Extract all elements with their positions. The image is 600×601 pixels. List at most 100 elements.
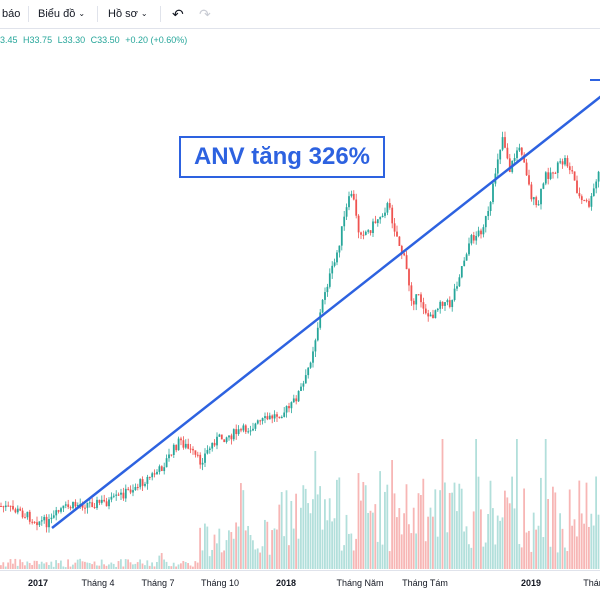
candle-body bbox=[470, 235, 473, 244]
candle-body bbox=[247, 431, 250, 433]
volume-bar bbox=[494, 544, 497, 569]
candle-body bbox=[403, 253, 406, 256]
candle-body bbox=[516, 150, 518, 159]
candle-body bbox=[134, 486, 137, 491]
volume-bar bbox=[84, 561, 86, 569]
volume-bar bbox=[196, 562, 199, 569]
candle-body bbox=[319, 312, 322, 328]
trendline[interactable] bbox=[51, 94, 600, 529]
candle-body bbox=[345, 207, 348, 217]
volume-bar bbox=[280, 491, 283, 569]
volume-bar bbox=[132, 564, 134, 569]
candle-body bbox=[4, 505, 7, 508]
volume-bar bbox=[129, 562, 132, 569]
volume-bar bbox=[211, 549, 213, 569]
volume-bar bbox=[60, 560, 62, 569]
candle-body bbox=[220, 434, 223, 440]
undo-icon[interactable]: ↶ bbox=[172, 6, 184, 22]
candle-body bbox=[194, 450, 197, 455]
candle-body bbox=[232, 429, 235, 440]
candle-body bbox=[578, 193, 581, 197]
volume-bar bbox=[112, 563, 115, 569]
candle-body bbox=[160, 466, 163, 472]
candle-body bbox=[192, 448, 194, 451]
candle-body bbox=[364, 231, 367, 235]
open-value: 3.45 bbox=[0, 35, 18, 45]
volume-bar bbox=[453, 482, 456, 569]
volume-bar bbox=[177, 564, 180, 569]
candle-body bbox=[501, 137, 504, 150]
candle-body bbox=[163, 467, 166, 472]
candle-body bbox=[285, 406, 288, 413]
candle-body bbox=[566, 158, 569, 167]
volume-bar bbox=[64, 567, 67, 569]
candle-body bbox=[331, 265, 334, 274]
volume-bar bbox=[285, 490, 288, 569]
candle-body bbox=[559, 161, 562, 163]
candle-body bbox=[542, 183, 545, 189]
volume-bar bbox=[324, 499, 326, 569]
volume-bar bbox=[460, 488, 463, 569]
candle-body bbox=[357, 215, 360, 233]
candle-body bbox=[216, 436, 218, 446]
annotation-callout[interactable]: ANV tăng 326% bbox=[179, 136, 385, 178]
candle-body bbox=[141, 479, 144, 486]
volume-bar bbox=[261, 546, 264, 569]
candle-body bbox=[463, 260, 466, 267]
price-chart[interactable] bbox=[0, 52, 600, 570]
volume-bar bbox=[276, 529, 278, 569]
candle-body bbox=[76, 504, 79, 507]
volume-bar bbox=[127, 559, 129, 569]
candle-body bbox=[9, 505, 12, 507]
candle-body bbox=[386, 203, 389, 213]
profile-menu-button[interactable]: Hồ sơ ⌄ bbox=[108, 0, 148, 28]
volume-bar bbox=[312, 499, 314, 569]
x-tick-label: Tháng bbox=[583, 578, 600, 588]
volume-bar bbox=[7, 562, 9, 569]
volume-bar bbox=[204, 523, 206, 569]
redo-icon[interactable]: ↷ bbox=[199, 6, 211, 22]
volume-bar bbox=[110, 562, 113, 569]
candle-body bbox=[103, 499, 106, 502]
volume-bar bbox=[556, 552, 559, 569]
candle-body bbox=[530, 184, 533, 200]
candle-body bbox=[381, 215, 384, 218]
volume-bar bbox=[415, 533, 417, 569]
candle-body bbox=[432, 314, 434, 319]
volume-bar bbox=[542, 537, 545, 569]
x-tick-label: 2017 bbox=[27, 578, 49, 588]
candle-body bbox=[374, 221, 377, 224]
volume-bar bbox=[57, 563, 60, 569]
candle-body bbox=[240, 429, 242, 431]
candle-body bbox=[434, 310, 437, 319]
toolbar-divider bbox=[160, 6, 161, 22]
time-axis[interactable]: 2017 Tháng 4 Tháng 7 Tháng 10 2018 Tháng… bbox=[0, 570, 600, 601]
volume-bar bbox=[530, 551, 533, 569]
candle-body bbox=[391, 207, 394, 224]
candle-body bbox=[595, 181, 598, 189]
volume-bar bbox=[360, 500, 362, 569]
volume-bar bbox=[300, 507, 302, 569]
candle-body bbox=[355, 199, 358, 216]
volume-bar bbox=[364, 485, 367, 569]
volume-bar bbox=[26, 561, 29, 569]
x-tick-label: Tháng 7 bbox=[141, 578, 175, 588]
candle-body bbox=[482, 227, 485, 235]
candle-body bbox=[2, 506, 5, 508]
chart-menu-button[interactable]: Biểu đồ ⌄ bbox=[38, 0, 85, 28]
candle-body bbox=[62, 505, 65, 509]
candle-body bbox=[439, 301, 442, 309]
alerts-button[interactable]: báo bbox=[2, 0, 20, 28]
volume-bar bbox=[451, 492, 453, 569]
volume-bar bbox=[576, 536, 578, 569]
volume-bar bbox=[48, 564, 50, 569]
volume-bar bbox=[350, 533, 353, 569]
volume-bar bbox=[520, 547, 523, 569]
volume-bar bbox=[525, 532, 528, 569]
volume-bar bbox=[208, 556, 211, 569]
volume-bar bbox=[336, 479, 338, 569]
candle-body bbox=[43, 516, 46, 521]
candle-body bbox=[271, 415, 274, 419]
candle-body bbox=[372, 221, 374, 234]
candle-body bbox=[244, 425, 247, 432]
